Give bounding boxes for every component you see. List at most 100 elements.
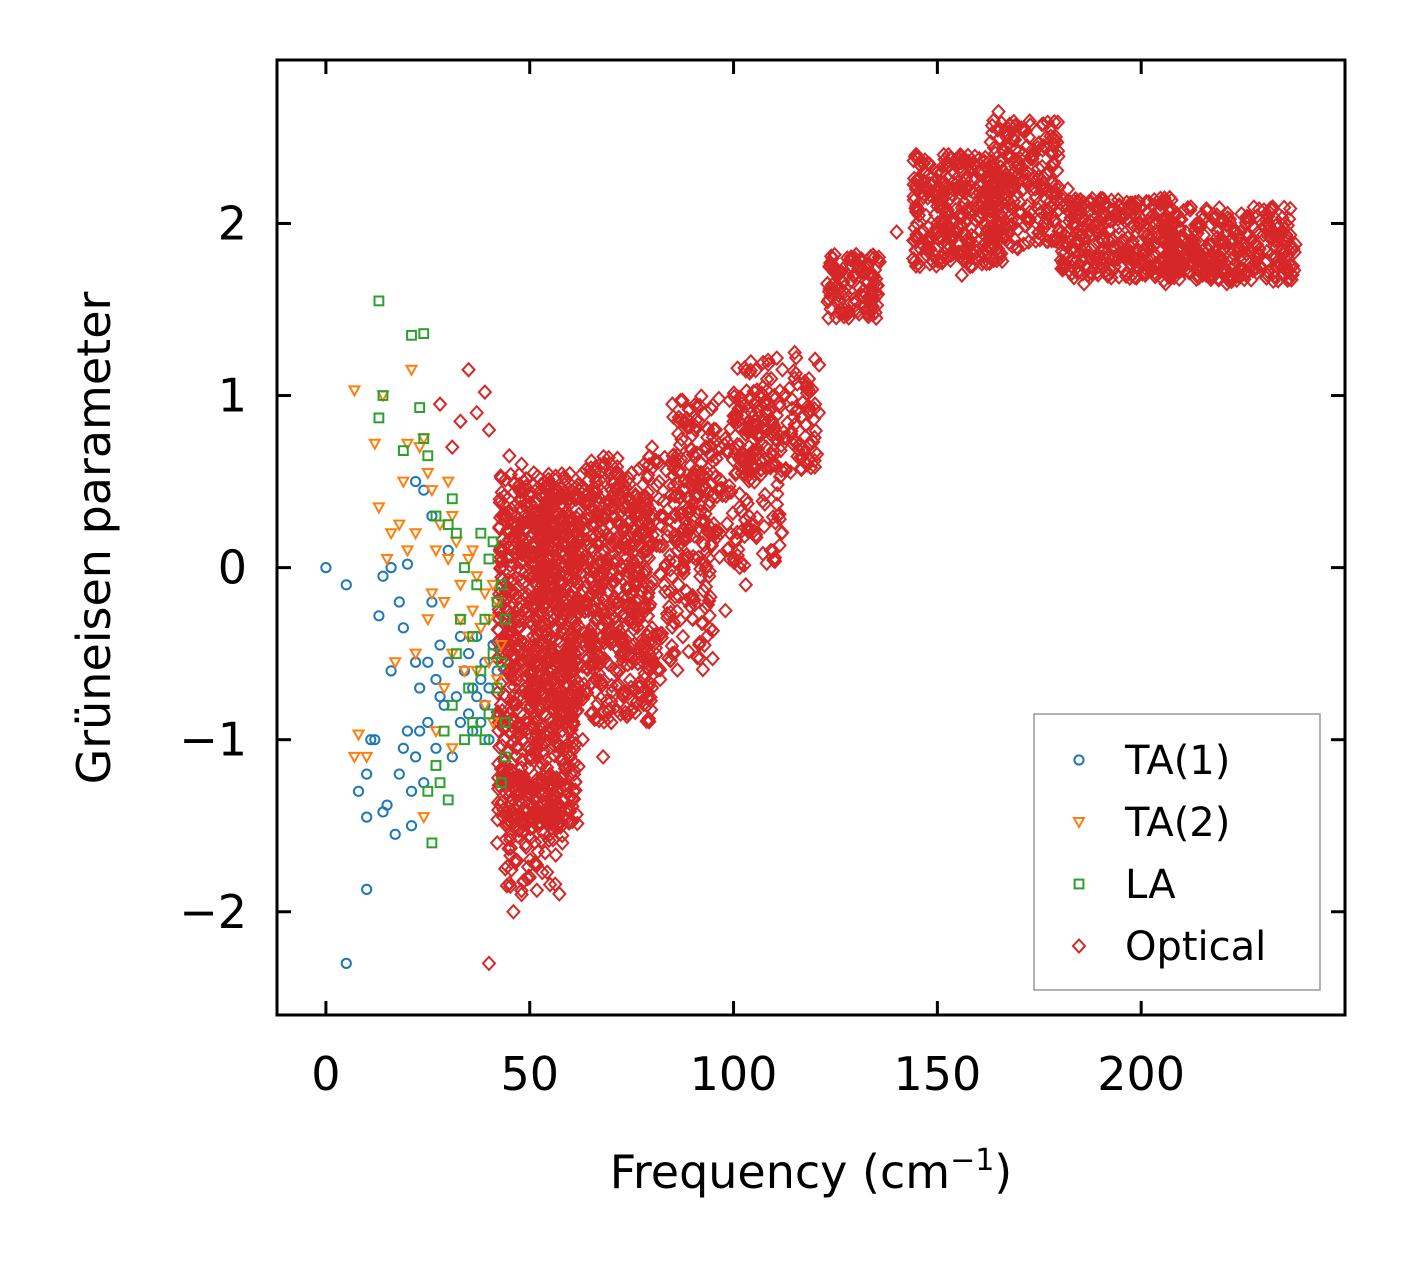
optical-point [534, 864, 550, 881]
optical-point [1035, 116, 1051, 133]
optical-point [578, 537, 594, 554]
optical-point [1211, 232, 1226, 249]
optical-point [503, 794, 519, 811]
optical-point [1182, 241, 1197, 258]
optical-point [500, 571, 516, 588]
optical-point [680, 506, 696, 523]
optical-point [906, 188, 922, 205]
optical-point [535, 589, 551, 606]
optical-point [1229, 272, 1245, 289]
optical-point [624, 501, 640, 518]
optical-point [1219, 215, 1235, 232]
optical-point [620, 568, 635, 585]
optical-point [635, 564, 651, 581]
optical-point [778, 460, 794, 477]
optical-point [742, 420, 758, 437]
optical-point [1166, 237, 1182, 254]
optical-point [1241, 213, 1257, 230]
optical-point [568, 670, 583, 687]
optical-point [568, 782, 583, 799]
optical-point [1044, 146, 1060, 163]
optical-point [746, 516, 762, 533]
la-point [467, 717, 479, 728]
optical-point [597, 703, 612, 720]
ta-1-point [430, 742, 442, 754]
optical-point [496, 636, 512, 653]
optical-point [514, 774, 529, 791]
ta-1-point [430, 673, 442, 686]
optical-point [524, 749, 540, 766]
optical-point [958, 226, 974, 243]
optical-point [461, 361, 476, 378]
ta-2-point [347, 385, 362, 398]
optical-point [851, 260, 866, 277]
optical-point [578, 496, 593, 513]
optical-point [1127, 199, 1143, 216]
optical-point [565, 687, 580, 703]
optical-point [587, 469, 603, 486]
ta-1-point [373, 610, 385, 622]
optical-point [967, 148, 983, 165]
optical-point [1227, 224, 1243, 241]
optical-point [569, 689, 585, 706]
optical-point [946, 228, 962, 245]
optical-point [499, 777, 515, 794]
optical-point [807, 444, 823, 461]
optical-point [643, 701, 659, 718]
optical-point [786, 409, 802, 426]
la-point [487, 536, 499, 548]
optical-point [641, 456, 657, 473]
optical-point [840, 267, 856, 284]
optical-point [960, 239, 975, 256]
optical-point [529, 589, 545, 606]
optical-point [553, 490, 569, 506]
ta-1-point [442, 656, 454, 668]
optical-point [534, 774, 550, 791]
optical-point [510, 637, 525, 654]
optical-point [916, 173, 932, 190]
optical-point [546, 787, 561, 804]
optical-point [1049, 162, 1065, 179]
optical-point [649, 477, 665, 494]
optical-point [757, 496, 773, 513]
optical-point [697, 637, 712, 654]
optical-point [550, 561, 566, 578]
optical-point [526, 718, 542, 735]
optical-point [505, 584, 521, 601]
optical-point [522, 795, 538, 812]
optical-point [689, 522, 705, 539]
optical-point [521, 582, 537, 598]
optical-point [554, 667, 570, 684]
optical-point [787, 416, 803, 433]
optical-point [591, 654, 607, 671]
optical-point [535, 499, 551, 516]
optical-point [667, 488, 683, 504]
optical-point [992, 152, 1008, 169]
la-point [414, 402, 426, 413]
optical-point [1056, 258, 1072, 275]
ta-1-point [409, 751, 422, 763]
optical-point [601, 449, 617, 466]
optical-point [755, 413, 771, 430]
optical-point [492, 509, 508, 526]
optical-point [514, 886, 529, 903]
legend-label: TA(2) [1124, 800, 1230, 846]
optical-point [998, 139, 1014, 155]
optical-point [639, 489, 654, 506]
optical-point [1034, 172, 1050, 189]
optical-point [591, 525, 607, 542]
optical-point [525, 650, 540, 667]
optical-point [495, 761, 511, 778]
optical-point [513, 561, 528, 578]
ta-2-point [445, 743, 459, 756]
la-point [426, 837, 438, 849]
optical-point [574, 599, 590, 616]
optical-point [1252, 241, 1267, 258]
optical-point [1105, 232, 1121, 249]
optical-point [974, 174, 989, 190]
optical-point [640, 542, 656, 559]
optical-point [575, 731, 591, 748]
optical-point [1201, 237, 1217, 253]
optical-point [575, 687, 591, 704]
